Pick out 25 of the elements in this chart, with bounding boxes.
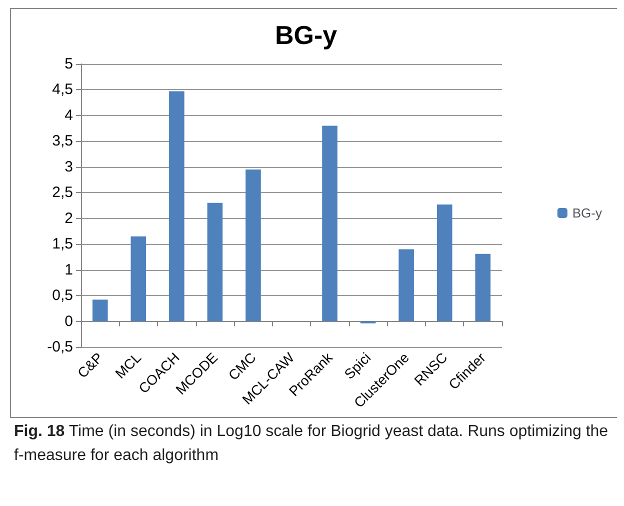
y-tick-label: 2,5 bbox=[52, 184, 73, 202]
y-tick-label: 0 bbox=[64, 312, 73, 330]
y-tick-label: 4 bbox=[64, 106, 73, 124]
y-tick-label: 3,5 bbox=[52, 132, 73, 150]
y-tick-label: 1,5 bbox=[52, 236, 73, 253]
y-tick-label: 5 bbox=[64, 56, 73, 72]
bar bbox=[475, 254, 491, 322]
bar bbox=[246, 169, 261, 322]
caption: Fig. 18 Time (in seconds) in Log10 scale for Biogrid yeast data. Runs optimizing the f-measure for each algorithm bbox=[14, 422, 610, 466]
bar bbox=[169, 91, 184, 322]
y-tick-label: 4,5 bbox=[52, 81, 73, 98]
legend-label: BG-y bbox=[572, 206, 602, 220]
y-tick-label: -0,5 bbox=[47, 338, 73, 356]
bar bbox=[436, 204, 452, 322]
bar bbox=[322, 126, 338, 322]
y-tick-label: 3 bbox=[64, 158, 73, 176]
y-tick-label: 2 bbox=[64, 210, 73, 227]
y-tick-label: 1 bbox=[64, 261, 73, 278]
bar bbox=[207, 202, 223, 322]
bar bbox=[92, 300, 108, 322]
y-tick-label: 0,5 bbox=[52, 287, 73, 304]
x-tick-label: MCL bbox=[112, 349, 144, 382]
bar bbox=[130, 236, 146, 322]
chart-title: BG-y bbox=[274, 20, 338, 50]
bar bbox=[398, 249, 414, 322]
